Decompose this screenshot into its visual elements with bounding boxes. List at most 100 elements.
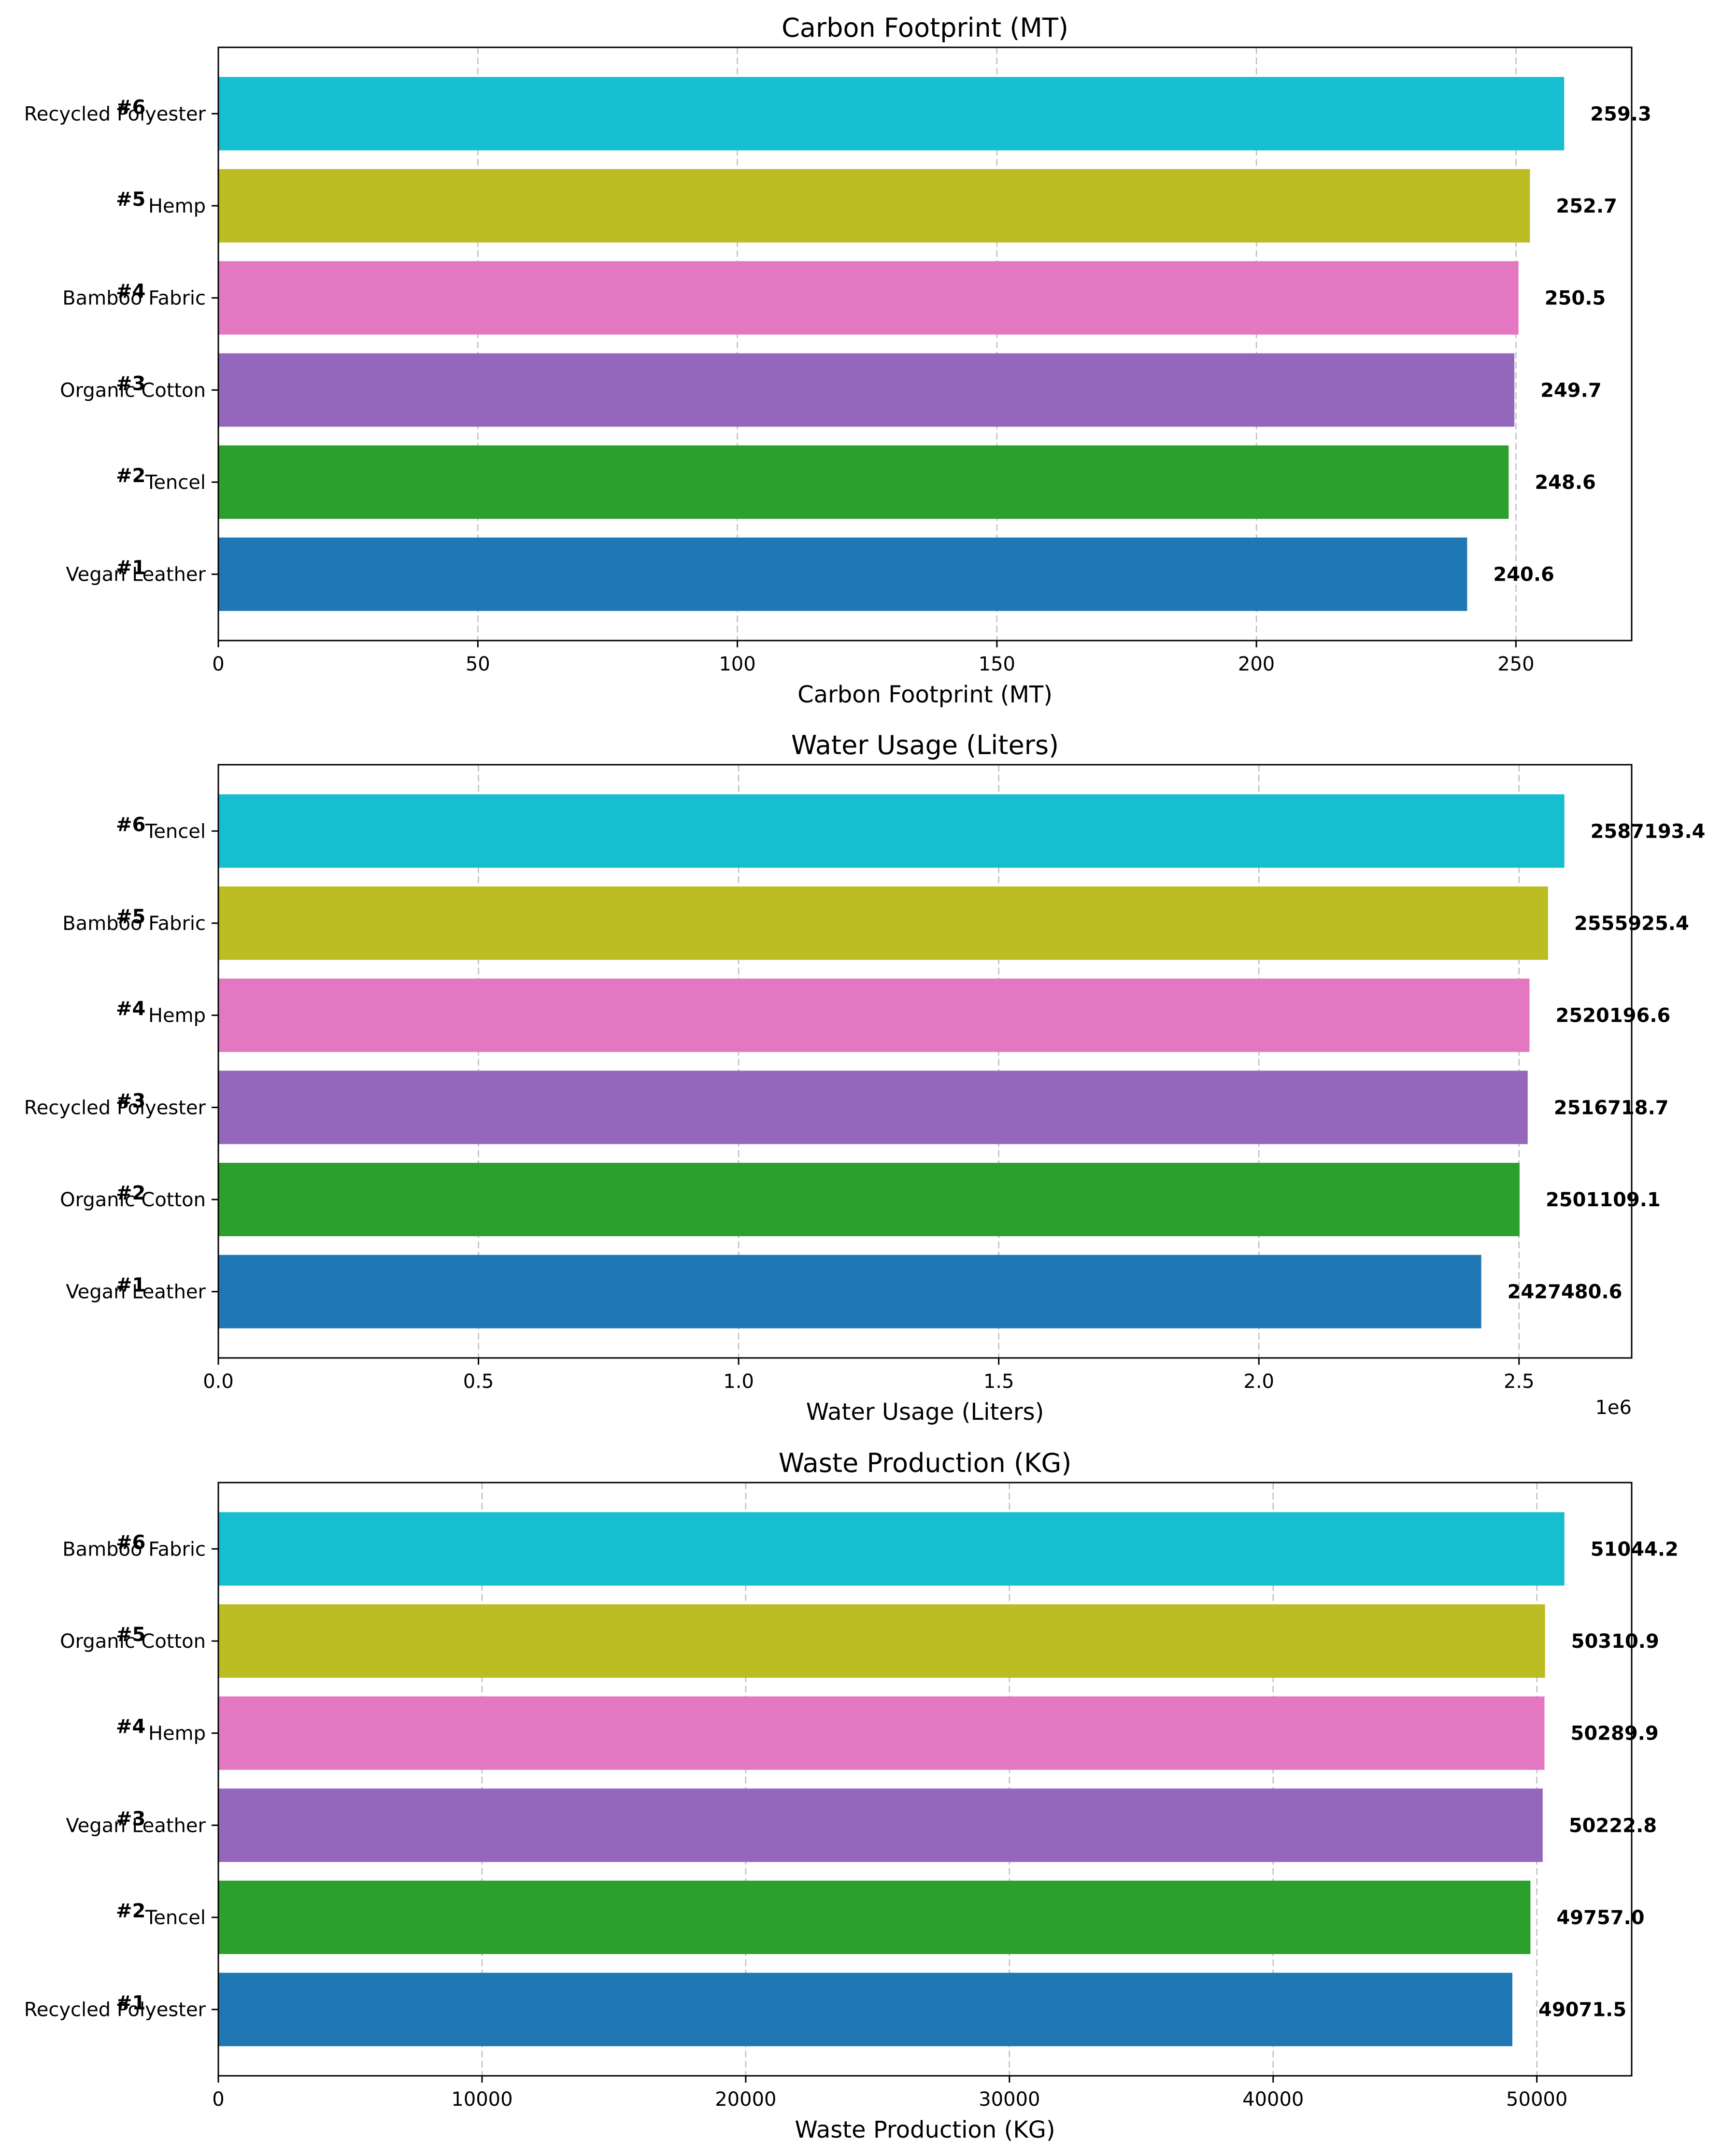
rank-label: #4 (116, 1716, 145, 1738)
chart-panel-3: Waste Production (KG) 0 10000 20000 30000 400… (24, 1448, 1679, 2143)
x-tick-label: 20000 (715, 2088, 776, 2111)
bar (218, 978, 1530, 1052)
rank-label: #1 (116, 557, 145, 579)
plot-frame (217, 764, 1633, 1359)
data-label: 249.7 (1540, 379, 1602, 401)
x-tick-label: 1.0 (723, 1371, 754, 1393)
plot-frame (217, 1482, 1633, 2077)
rank-label: #2 (116, 1182, 145, 1204)
bar (218, 1071, 1528, 1144)
chart-title: Waste Production (KG) (779, 1448, 1072, 1478)
data-label: 252.7 (1556, 195, 1617, 217)
x-tick-label: 2.0 (1243, 1371, 1274, 1393)
rank-label: #4 (116, 281, 145, 303)
rank-label: #6 (116, 96, 145, 118)
data-label: 2501109.1 (1546, 1189, 1661, 1211)
y-tick-label: Vegan Leather (66, 1281, 206, 1303)
y-tick-label: Recycled Polyester (24, 1999, 206, 2021)
data-label: 50289.9 (1571, 1723, 1659, 1745)
rank-label: #6 (116, 1531, 145, 1554)
data-label: 240.6 (1493, 564, 1554, 586)
data-label: 2427480.6 (1508, 1281, 1622, 1303)
bar (218, 169, 1530, 243)
y-tick-label: Tencel (145, 820, 206, 842)
chart-panel-1: Carbon Footprint (MT) 0 50 100 150 200 250 Carb… (24, 13, 1651, 708)
chart-title: Carbon Footprint (MT) (782, 13, 1068, 43)
rank-label: #5 (116, 188, 145, 211)
x-tick-label: 100 (719, 653, 755, 675)
data-label: 2516718.7 (1554, 1097, 1669, 1119)
x-tick-label: 10000 (451, 2088, 512, 2111)
bar (218, 1604, 1545, 1678)
rank-label: #6 (116, 814, 145, 836)
rank-label: #3 (116, 1090, 145, 1112)
x-tick-label: 0.0 (203, 1371, 234, 1393)
y-tick-label: Bamboo Fabric (62, 287, 206, 310)
y-tick-label: Vegan Leather (66, 1814, 206, 1837)
bar (218, 1972, 1512, 2046)
y-tick-label: Bamboo Fabric (62, 1538, 206, 1560)
x-axis-offset-label: 1e6 (1595, 1397, 1632, 1419)
rank-label: #2 (116, 1900, 145, 1922)
x-tick-label: 50000 (1506, 2088, 1567, 2111)
x-tick-label: 250 (1497, 653, 1534, 675)
data-label: 2555925.4 (1574, 913, 1689, 935)
x-tick-label: 0.5 (463, 1371, 494, 1393)
x-tick-label: 40000 (1242, 2088, 1304, 2111)
rank-label: #2 (116, 465, 145, 487)
data-label: 259.3 (1590, 103, 1651, 125)
x-tick-label: 0 (212, 653, 224, 675)
x-axis-label: Carbon Footprint (MT) (797, 681, 1053, 708)
y-tick-label: Recycled Polyester (24, 103, 206, 125)
bar (218, 77, 1565, 151)
rank-label: #1 (116, 1274, 145, 1297)
y-tick-label: Organic Cotton (60, 1189, 206, 1211)
bar (218, 1163, 1520, 1237)
bar (218, 1512, 1565, 1586)
y-tick-label: Vegan Leather (66, 564, 206, 586)
plot-frame (217, 46, 1633, 642)
x-tick-label: 1.5 (983, 1371, 1014, 1393)
x-axis-label: Waste Production (KG) (795, 2116, 1055, 2143)
data-label: 50310.9 (1571, 1630, 1659, 1653)
data-label: 49757.0 (1556, 1907, 1644, 1929)
data-label: 49071.5 (1538, 1999, 1626, 2021)
y-tick-label: Bamboo Fabric (62, 913, 206, 935)
y-tick-label: Recycled Polyester (24, 1097, 206, 1119)
rank-label: #3 (116, 1808, 145, 1830)
y-tick-label: Organic Cotton (60, 379, 206, 401)
x-tick-label: 2.5 (1504, 1371, 1535, 1393)
data-label: 50222.8 (1569, 1814, 1657, 1837)
x-tick-label: 200 (1238, 653, 1275, 675)
bar (218, 353, 1515, 427)
y-tick-label: Hemp (148, 1005, 206, 1027)
data-label: 2587193.4 (1591, 820, 1706, 842)
data-label: 250.5 (1545, 287, 1606, 310)
data-label: 51044.2 (1591, 1538, 1679, 1560)
bar (218, 794, 1565, 868)
bar (218, 1881, 1531, 1955)
bar (218, 886, 1548, 960)
y-tick-label: Organic Cotton (60, 1630, 206, 1653)
bar (218, 445, 1509, 519)
y-tick-label: Tencel (145, 471, 206, 494)
bar (218, 261, 1519, 335)
x-tick-label: 50 (466, 653, 490, 675)
rank-label: #4 (116, 998, 145, 1020)
x-tick-label: 0 (212, 2088, 224, 2111)
y-tick-label: Hemp (148, 1723, 206, 1745)
x-axis-label: Water Usage (Liters) (806, 1399, 1044, 1426)
y-tick-label: Tencel (145, 1907, 206, 1929)
rank-label: #3 (116, 372, 145, 395)
rank-label: #1 (116, 1992, 145, 2014)
bar (218, 1788, 1543, 1862)
x-tick-label: 150 (979, 653, 1015, 675)
data-label: 248.6 (1535, 471, 1596, 494)
rank-label: #5 (116, 1624, 145, 1646)
x-tick-label: 30000 (979, 2088, 1040, 2111)
bar (218, 1255, 1481, 1328)
y-tick-label: Hemp (148, 195, 206, 217)
chart-title: Water Usage (Liters) (791, 730, 1059, 760)
data-label: 2520196.6 (1556, 1005, 1671, 1027)
